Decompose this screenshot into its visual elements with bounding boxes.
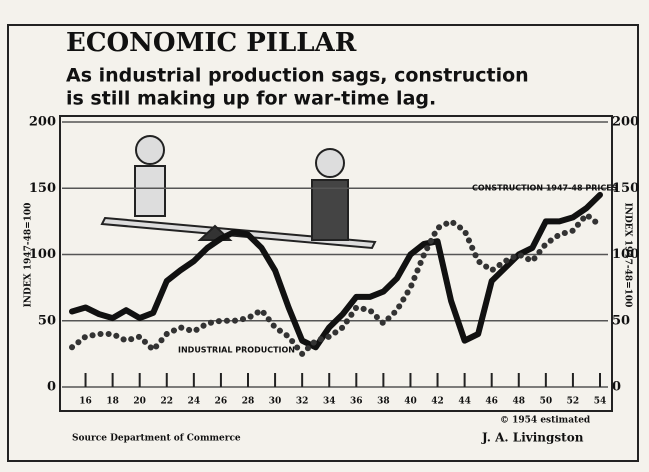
- x-tick-label: 36: [350, 397, 363, 407]
- subtitle: is still making up for war-time lag.: [66, 88, 436, 110]
- series-label: INDUSTRIAL PRODUCTION: [178, 346, 295, 355]
- figure-head: [136, 136, 164, 164]
- chart-title: ECONOMIC PILLAR: [66, 28, 357, 58]
- x-tick-label: 24: [188, 397, 201, 407]
- y2-tick-label: 100: [612, 247, 639, 262]
- x-tick-label: 42: [431, 397, 444, 407]
- x-tick-label: 38: [377, 397, 390, 407]
- x-tick-label: 16: [79, 397, 92, 407]
- y-tick-label: 150: [29, 181, 56, 196]
- figure-body: [135, 166, 165, 216]
- x-tick-label: 18: [106, 397, 119, 407]
- y2-tick-label: 0: [612, 380, 621, 395]
- x-tick-label: 44: [458, 397, 471, 407]
- x-tick-label: 46: [485, 397, 498, 407]
- x-tick-label: 26: [215, 397, 228, 407]
- subtitle: As industrial production sags, construct…: [66, 65, 529, 87]
- y-tick-label: 200: [29, 115, 56, 130]
- x-tick-label: 34: [323, 397, 336, 407]
- figure-head: [316, 149, 344, 177]
- x-tick-label: 28: [242, 397, 255, 407]
- chart: ECONOMIC PILLAR As industrial production…: [0, 0, 649, 468]
- series-label: CONSTRUCTION 1947-48 PRICES: [472, 184, 618, 193]
- x-tick-label: 32: [296, 397, 309, 407]
- x-tick-label: 40: [404, 397, 417, 407]
- y-tick-label: 100: [29, 247, 56, 262]
- x-tick-label: 50: [540, 397, 553, 407]
- source: Source Department of Commerce: [72, 434, 241, 444]
- author: J. A. Livingston: [481, 431, 584, 445]
- note: © 1954 estimated: [500, 416, 591, 426]
- y2-tick-label: 50: [612, 313, 630, 328]
- x-tick-label: 48: [513, 397, 526, 407]
- x-tick-label: 52: [567, 397, 580, 407]
- x-tick-label: 30: [269, 397, 282, 407]
- y-tick-label: 0: [47, 380, 56, 395]
- x-tick-label: 54: [594, 397, 607, 407]
- x-tick-label: 20: [133, 397, 146, 407]
- y2-tick-label: 200: [612, 115, 639, 130]
- x-tick-label: 22: [161, 397, 174, 407]
- y-tick-label: 50: [38, 313, 56, 328]
